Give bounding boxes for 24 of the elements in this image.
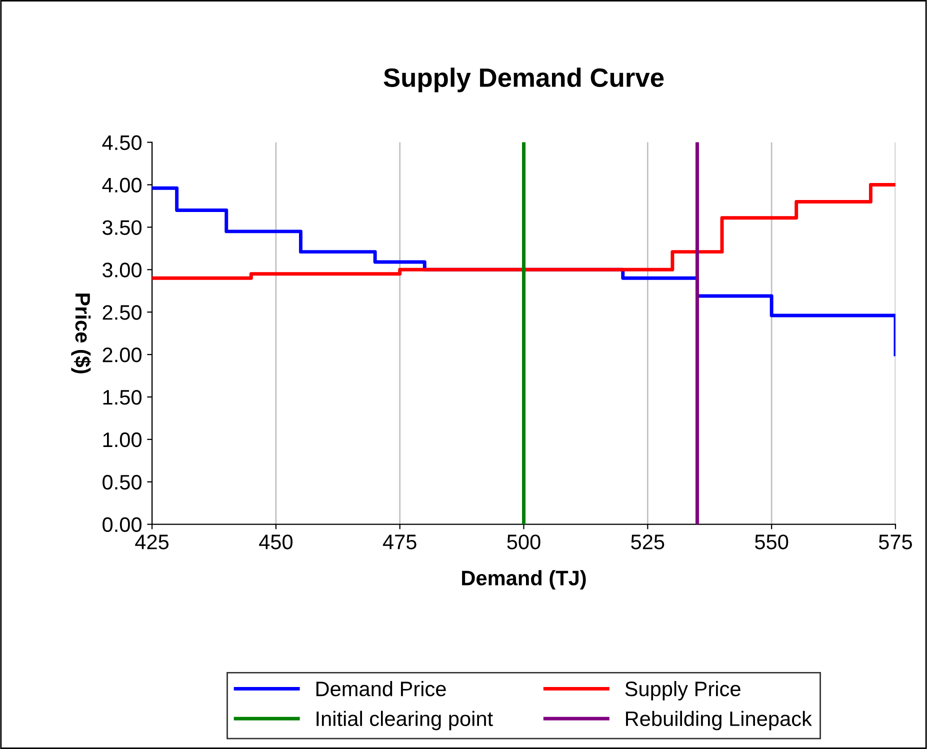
- x-tick-label: 475: [382, 534, 416, 550]
- y-tick-label: 1.00: [103, 432, 142, 448]
- x-tick-label: 450: [259, 534, 293, 550]
- y-tick-label: 1.50: [103, 390, 142, 405]
- y-tick-label: 4.00: [102, 178, 142, 193]
- y-axis-title: Price ($): [71, 294, 91, 374]
- y-tick-label: 3.50: [102, 220, 142, 235]
- legend-label: Supply Price: [625, 680, 740, 700]
- y-tick-label: 0.50: [102, 474, 142, 490]
- x-tick-label: 550: [755, 534, 788, 550]
- y-tick-label: 2.50: [102, 305, 142, 320]
- x-tick-label: 525: [631, 534, 664, 550]
- legend-label: Rebuilding Linepack: [626, 710, 812, 730]
- x-axis-title: Demand (TJ): [462, 570, 586, 590]
- y-tick-label: 2.00: [102, 348, 142, 362]
- x-tick-label: 575: [878, 534, 912, 550]
- y-tick-label: 0.00: [102, 517, 142, 532]
- legend-label: Initial clearing point: [316, 710, 493, 730]
- y-tick-label: 3.00: [102, 262, 142, 278]
- x-tick-label: 425: [135, 534, 169, 550]
- x-tick-label: 500: [507, 534, 540, 550]
- y-tick-label: 4.50: [102, 135, 142, 150]
- legend-label: Demand Price: [316, 680, 446, 696]
- chart-title: Supply Demand Curve: [384, 68, 664, 92]
